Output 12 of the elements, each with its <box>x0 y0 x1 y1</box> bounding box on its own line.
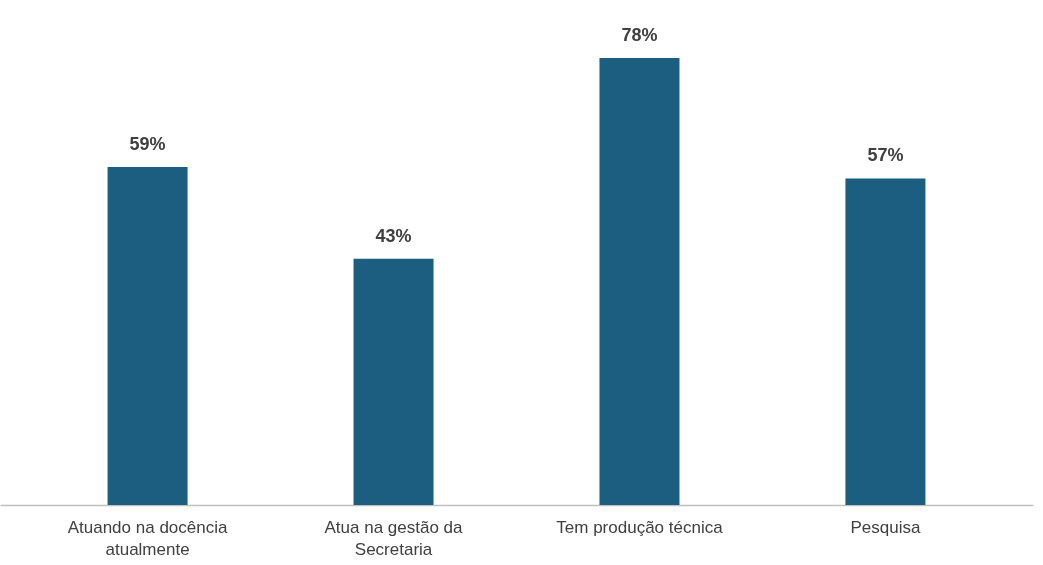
data-label: 59% <box>129 133 166 154</box>
bar <box>107 166 188 505</box>
x-tick-label: Pesquisa <box>850 517 921 537</box>
x-tick-label: Atuando na docência atualmente <box>67 517 228 559</box>
x-tick-label: Atua na gestão da Secretaria <box>324 517 464 559</box>
bar <box>353 258 434 505</box>
data-label: 78% <box>621 25 658 46</box>
data-label: 57% <box>867 145 904 166</box>
bar <box>599 58 680 505</box>
bar <box>845 178 926 505</box>
data-label: 43% <box>375 225 412 246</box>
x-tick-label: Tem produção técnica <box>556 517 724 537</box>
